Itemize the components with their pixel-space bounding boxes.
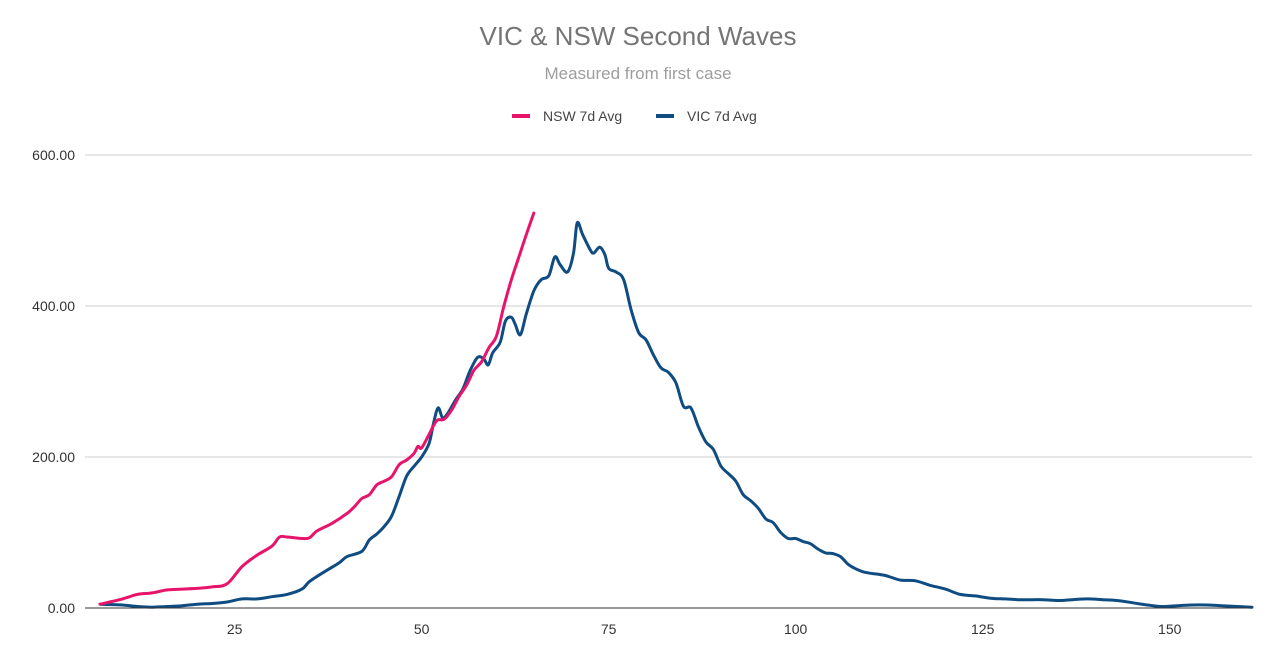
x-tick-label: 125: [971, 621, 995, 637]
series-line-vic: [98, 220, 1254, 609]
x-tick-label: 50: [414, 621, 430, 637]
legend-label-vic: VIC 7d Avg: [687, 108, 757, 124]
y-tick-label: 0.00: [48, 600, 75, 616]
legend-label-nsw: NSW 7d Avg: [543, 108, 622, 124]
x-tick-label: 150: [1158, 621, 1182, 637]
chart-title: VIC & NSW Second Waves: [480, 21, 797, 51]
x-tick-label: 75: [601, 621, 617, 637]
x-axis-ticks: 25 50 75 100 125 150: [227, 621, 1182, 637]
series-lines: [98, 211, 1254, 609]
legend: NSW 7d Avg VIC 7d Avg: [512, 108, 757, 124]
x-tick-label: 25: [227, 621, 243, 637]
y-tick-label: 200.00: [32, 449, 75, 465]
chart-subtitle: Measured from first case: [544, 64, 731, 83]
series-line-nsw: [98, 211, 536, 606]
y-axis-ticks: 0.00 200.00 400.00 600.00: [32, 147, 75, 616]
y-tick-label: 400.00: [32, 298, 75, 314]
x-tick-label: 100: [784, 621, 808, 637]
y-tick-label: 600.00: [32, 147, 75, 163]
gridlines: [85, 154, 1252, 458]
